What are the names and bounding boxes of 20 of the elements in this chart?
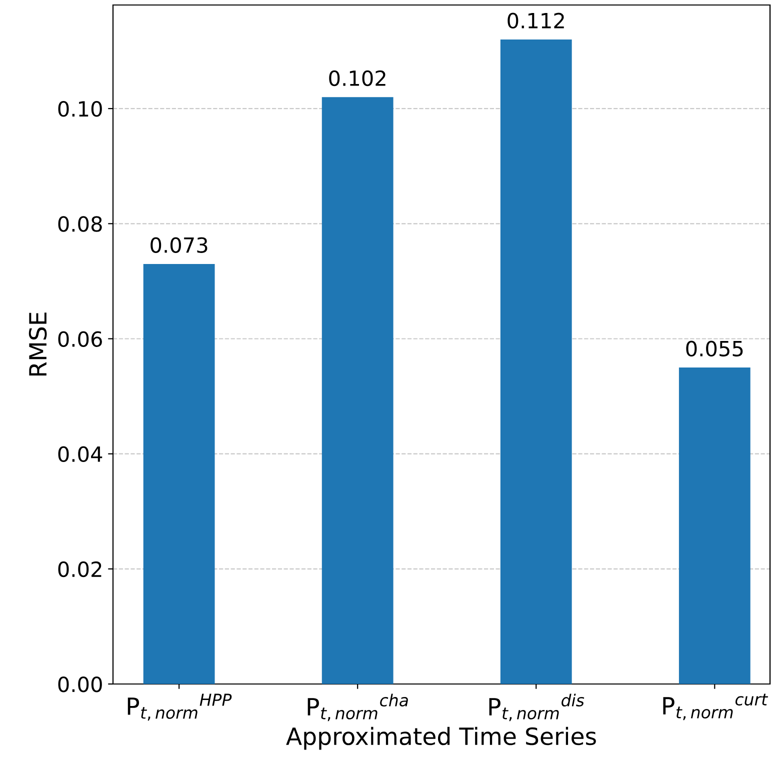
y-tick-label: 0.10 [58,101,102,117]
y-tick-label: 0.08 [58,216,102,232]
data-label: 0.102 [329,70,386,86]
x-tick-label: P$_{t,norm}$$^{cha}$ [308,694,408,722]
bar [143,264,215,684]
bar [678,368,750,684]
y-axis-title: RMSE [28,312,47,376]
data-label: 0.073 [150,237,208,253]
data-label: 0.112 [508,12,564,29]
bar [500,40,572,684]
x-tick-label: P$_{t,norm}$$^{dis}$ [489,694,584,722]
x-tick-label: P$_{t,norm}$$^{HPP}$ [128,694,232,721]
y-tick-label: 0.04 [58,446,102,462]
y-tick-label: 0.00 [58,676,102,692]
bar [322,97,394,684]
data-label: 0.055 [686,340,743,357]
x-tick-label: P$_{t,norm}$$^{curt}$ [663,694,768,720]
y-tick-label: 0.02 [58,561,102,578]
y-tick-label: 0.06 [58,331,102,347]
x-axis-title: Approximated Time Series [286,726,596,750]
